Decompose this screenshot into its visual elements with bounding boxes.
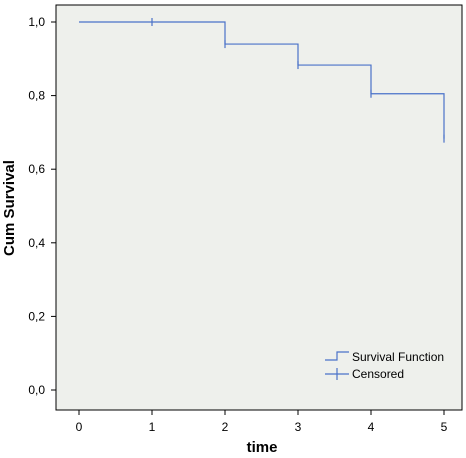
y-tick-label: 0,0 <box>28 383 45 397</box>
censor-layer <box>151 18 445 143</box>
legend-survival-function-label: Survival Function <box>352 350 444 364</box>
legend-censored-swatch <box>325 368 349 380</box>
y-tick-label: 0,6 <box>28 162 45 176</box>
plot-area <box>55 4 463 411</box>
y-tick-label: 0,4 <box>28 236 45 250</box>
x-tick-label: 1 <box>149 420 156 434</box>
y-tick-label: 0,2 <box>28 309 45 323</box>
x-tick-label: 5 <box>441 420 448 434</box>
x-tick-label: 2 <box>222 420 229 434</box>
legend-censored-label: Censored <box>352 367 404 381</box>
x-tick-label: 4 <box>368 420 375 434</box>
x-axis: 0 1 2 3 4 5 <box>76 410 448 434</box>
x-tick-label: 3 <box>295 420 302 434</box>
x-axis-title: time <box>247 439 278 456</box>
legend-survival-function-swatch <box>325 351 349 361</box>
y-axis-title: Cum Survival <box>1 160 18 256</box>
y-axis: 0,0 0,2 0,4 0,6 0,8 1,0 <box>28 15 56 397</box>
y-tick-label: 1,0 <box>28 15 45 29</box>
y-tick-label: 0,8 <box>28 89 45 103</box>
x-tick-label: 0 <box>76 420 83 434</box>
legend: Survival Function Censored <box>325 350 444 381</box>
